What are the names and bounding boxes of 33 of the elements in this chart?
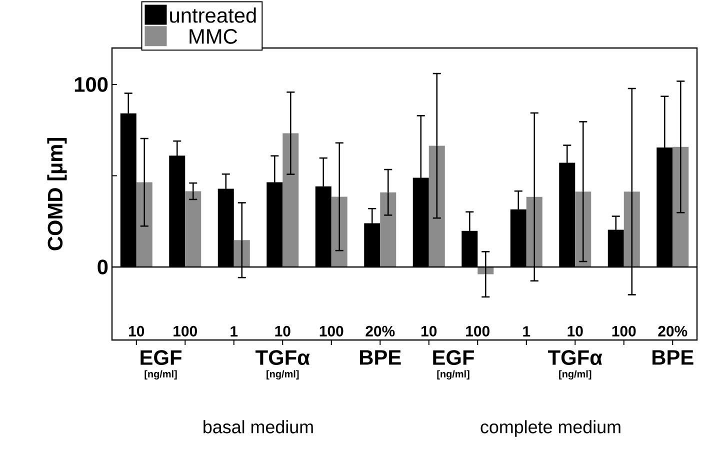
legend-label: untreated bbox=[170, 7, 256, 23]
x-tick-label: 100 bbox=[466, 326, 490, 336]
text: complete medium bbox=[480, 420, 620, 437]
bar bbox=[282, 133, 299, 267]
x-tick-label: 100 bbox=[612, 326, 636, 336]
text: [ng/ml] bbox=[559, 370, 592, 380]
text: [ng/ml] bbox=[266, 370, 299, 380]
text: BPE bbox=[360, 350, 401, 365]
bar bbox=[624, 192, 640, 267]
bar bbox=[380, 192, 396, 267]
y-tick-label: 0 bbox=[98, 260, 108, 274]
text: EGF bbox=[140, 350, 182, 365]
bar bbox=[185, 191, 202, 267]
x-tick-label: 1 bbox=[523, 326, 530, 336]
x-tick-label: 1 bbox=[230, 326, 238, 336]
text: [ng/ml] bbox=[437, 370, 470, 380]
text: EGF bbox=[433, 350, 474, 365]
x-tick-label: 100 bbox=[174, 326, 197, 336]
x-tick-label: 10 bbox=[129, 326, 144, 336]
bar bbox=[526, 196, 542, 267]
x-tick-label: 20% bbox=[366, 326, 395, 336]
text: basal medium bbox=[204, 420, 313, 434]
text: [ng/ml] bbox=[144, 370, 177, 380]
text: TGFα bbox=[548, 350, 602, 365]
text: BPE bbox=[652, 350, 694, 365]
x-tick-label: 10 bbox=[568, 326, 583, 336]
x-tick-label: 10 bbox=[422, 326, 437, 336]
x-tick-label: 10 bbox=[275, 326, 290, 336]
y-axis-title: COMD [µm] bbox=[47, 138, 67, 250]
text: TGFα bbox=[256, 350, 310, 365]
x-tick-label: 100 bbox=[320, 326, 344, 336]
x-tick-label: 20% bbox=[658, 326, 688, 336]
legend-label: MMC bbox=[190, 29, 238, 44]
